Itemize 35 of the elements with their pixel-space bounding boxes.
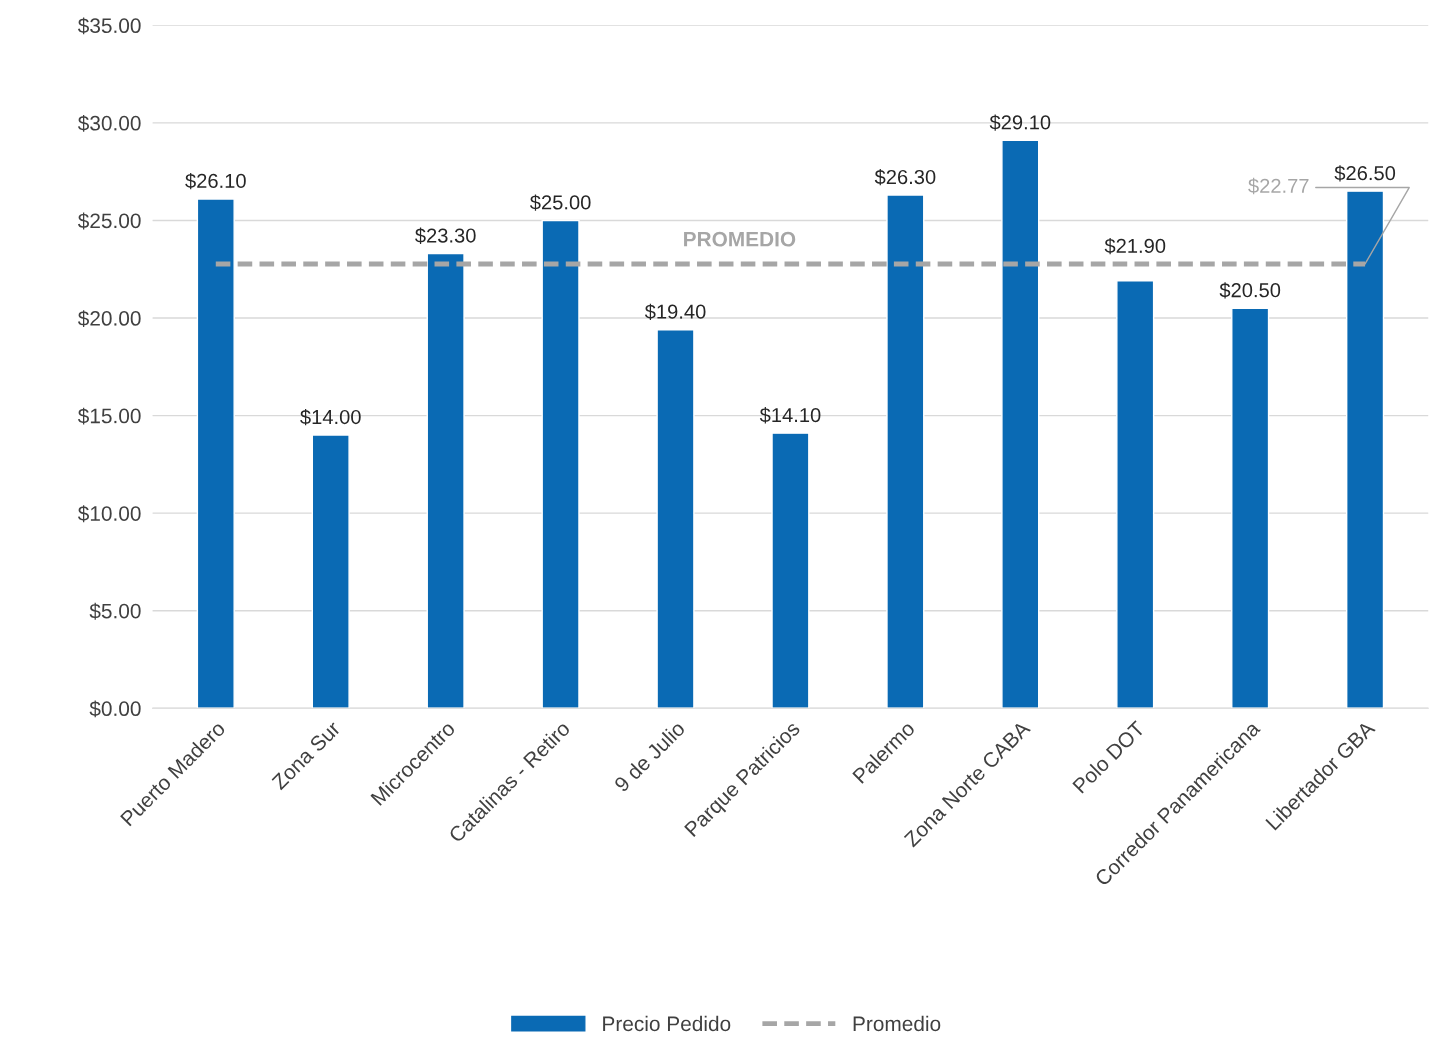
y-tick-label: $35.00 [77, 17, 141, 35]
bar [1116, 280, 1155, 709]
bar [886, 194, 925, 709]
x-tick-label: 9 de Julio [613, 720, 686, 793]
data-label: $26.10 [185, 172, 246, 190]
data-label: $21.90 [1104, 237, 1166, 255]
bar [426, 252, 465, 709]
data-label: $25.00 [529, 194, 591, 211]
data-label: $26.50 [1334, 165, 1396, 182]
bar [1346, 190, 1385, 709]
bar [656, 329, 695, 709]
y-tick-label: $25.00 [77, 212, 141, 230]
y-tick-label: $5.00 [89, 602, 141, 620]
y-tick-label: $15.00 [77, 407, 141, 425]
bar [771, 432, 810, 709]
y-tick-label: $20.00 [77, 310, 141, 327]
bar [196, 198, 235, 709]
y-tick-label: $30.00 [77, 114, 141, 132]
legend-label: Precio Pedido [603, 1015, 731, 1032]
y-tick-label: $0.00 [89, 700, 141, 718]
y-tick-label: $10.00 [77, 505, 141, 523]
data-label: $29.10 [989, 114, 1051, 131]
bar [541, 219, 580, 709]
annotation: PROMEDIO [684, 231, 796, 247]
data-label: $14.10 [759, 407, 821, 424]
bar [311, 434, 350, 709]
data-label: $23.30 [415, 227, 476, 244]
legend-label: Promedio [853, 1015, 941, 1032]
data-label: $19.40 [644, 303, 706, 320]
data-label: $20.50 [1219, 282, 1281, 299]
bar [1231, 307, 1270, 709]
bar [1001, 139, 1040, 709]
data-label: $22.77 [1248, 177, 1309, 195]
data-label: $26.30 [874, 169, 936, 186]
data-label: $14.00 [300, 409, 361, 426]
